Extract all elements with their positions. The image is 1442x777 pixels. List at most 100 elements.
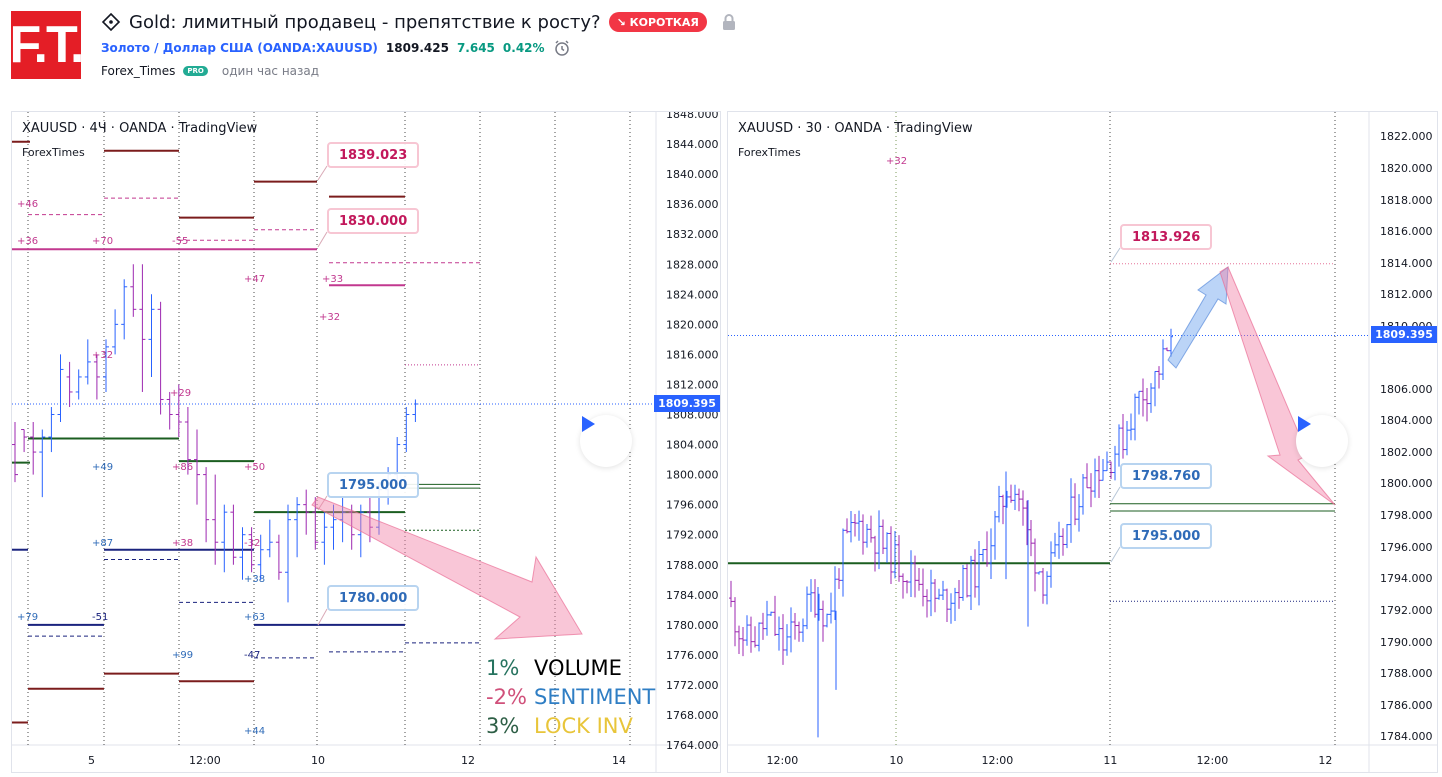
y-tick-label: 1812.000 — [1380, 288, 1433, 301]
level-annotation-label: +44 — [244, 726, 265, 737]
level-annotation-label: +50 — [244, 462, 265, 473]
play-button-right[interactable] — [1296, 415, 1348, 467]
publish-time: один час назад — [221, 64, 320, 78]
level-annotation-label: +99 — [172, 650, 193, 661]
x-tick-label: 5 — [88, 754, 95, 767]
right-chart-watermark: ForexTimes — [738, 146, 801, 159]
level-annotation-label: +32 — [319, 312, 340, 323]
logo-text: F.T. — [9, 16, 85, 74]
y-tick-label: 1848.000 — [666, 112, 719, 121]
left-chart-panel[interactable]: 1848.000 1844.000 1840.000 1836.000 1832.000… — [11, 111, 721, 773]
right-last-price-label: 1809.395 — [1371, 326, 1437, 343]
y-tick-label: 1794.000 — [1380, 572, 1433, 585]
y-tick-label: 1792.000 — [666, 529, 719, 542]
callout-1839: 1839.023 — [327, 142, 420, 168]
y-tick-label: 1802.000 — [1380, 446, 1433, 459]
y-tick-label: 1840.000 — [666, 168, 719, 181]
y-tick-label: 1800.000 — [1380, 477, 1433, 490]
right-chart-canvas[interactable]: 1822.000 1820.000 1818.000 1816.000 1814.000… — [728, 112, 1438, 773]
level-annotation-label: +46 — [17, 199, 38, 210]
forex-times-logo[interactable]: F.T. — [9, 11, 85, 79]
pro-badge: PRO — [183, 66, 208, 76]
y-tick-label: 1806.000 — [1380, 383, 1433, 396]
callout-1795-right: 1795.000 — [1120, 523, 1213, 549]
stat-sentiment-value: -2% — [486, 685, 527, 709]
y-tick-label: 1822.000 — [1380, 130, 1433, 143]
left-chart-canvas[interactable]: 1848.000 1844.000 1840.000 1836.000 1832.000… — [12, 112, 721, 773]
idea-title: Gold: лимитный продавец - препятствие к … — [129, 11, 601, 33]
y-tick-label: 1792.000 — [1380, 604, 1433, 617]
symbol-change: 7.645 — [456, 41, 495, 55]
level-annotation-label: +33 — [322, 274, 343, 285]
y-tick-label: 1820.000 — [666, 318, 719, 331]
blue-up-arrow — [1167, 265, 1229, 369]
callout-pointer — [1110, 486, 1121, 503]
y-tick-label: 1814.000 — [1380, 257, 1433, 270]
y-tick-label: 1798.000 — [1380, 509, 1433, 522]
level-annotation-label: +86 — [172, 462, 193, 473]
pink-down-arrow — [1219, 266, 1336, 506]
callout-1798: 1798.760 — [1120, 463, 1213, 489]
level-annotation-label: +87 — [92, 538, 113, 549]
stat-row-volume: 1% VOLUME — [486, 654, 655, 683]
play-button-left[interactable] — [580, 415, 632, 467]
y-tick-label: 1786.000 — [1380, 699, 1433, 712]
y-tick-label: 1844.000 — [666, 138, 719, 151]
x-tick-label: 12:00 — [189, 754, 221, 767]
left-chart-watermark: ForexTimes — [22, 146, 85, 159]
stat-row-lockinv: 3% LOCK INV — [486, 712, 655, 741]
level-annotation-label: -32 — [244, 538, 260, 549]
x-tick-label: 14 — [612, 754, 626, 767]
y-tick-label: 1796.000 — [1380, 541, 1433, 554]
y-tick-label: 1790.000 — [1380, 636, 1433, 649]
level-annotation-label: +36 — [17, 236, 38, 247]
stat-sentiment-label: SENTIMENT — [534, 685, 656, 709]
stat-lockinv-value: 3% — [486, 714, 520, 738]
level-annotation-label: +63 — [244, 612, 265, 623]
stat-volume-label: VOLUME — [534, 656, 622, 680]
y-tick-label: 1764.000 — [666, 739, 719, 752]
y-tick-label: 1788.000 — [666, 559, 719, 572]
level-annotation-label: +32 — [886, 156, 907, 167]
diamond-target-icon — [101, 12, 121, 32]
y-tick-label: 1784.000 — [1380, 730, 1433, 743]
y-tick-label: 1816.000 — [666, 348, 719, 361]
y-tick-label: 1784.000 — [666, 589, 719, 602]
x-tick-label: 11 — [1103, 754, 1117, 767]
callout-pointer — [1110, 546, 1121, 563]
y-tick-label: 1832.000 — [666, 228, 719, 241]
callout-pointer — [317, 231, 328, 248]
x-tick-label: 12 — [461, 754, 475, 767]
callout-1830: 1830.000 — [327, 208, 420, 234]
short-badge[interactable]: ↘ КОРОТКАЯ — [608, 12, 707, 32]
play-icon — [1298, 416, 1311, 432]
symbol-price: 1809.425 — [385, 41, 449, 55]
y-tick-label: 1804.000 — [666, 439, 719, 452]
callout-pointer — [317, 608, 328, 626]
level-annotation-label: +38 — [172, 538, 193, 549]
y-tick-label: 1818.000 — [1380, 194, 1433, 207]
left-last-price-label: 1809.395 — [654, 395, 720, 412]
level-annotation-label: +79 — [17, 612, 38, 623]
callout-1795: 1795.000 — [327, 472, 420, 498]
x-tick-label: 12:00 — [767, 754, 799, 767]
lock-icon — [722, 14, 735, 30]
callout-pointer — [1110, 247, 1121, 263]
alarm-clock-icon[interactable] — [553, 39, 571, 57]
callout-1780: 1780.000 — [327, 585, 420, 611]
left-chart-legend: XAUUSD · 4Ч · OANDA · TradingView — [22, 121, 258, 136]
callout-pointer — [317, 495, 328, 511]
callout-1813: 1813.926 — [1120, 224, 1213, 250]
author-name[interactable]: Forex_Times — [101, 64, 176, 78]
symbol-link[interactable]: Золото / Доллар США (OANDA:XAUUSD) — [101, 41, 378, 55]
y-tick-label: 1828.000 — [666, 258, 719, 271]
x-tick-label: 12:00 — [982, 754, 1014, 767]
x-tick-label: 10 — [889, 754, 903, 767]
callout-pointer — [317, 165, 328, 181]
right-chart-panel[interactable]: 1822.000 1820.000 1818.000 1816.000 1814.000… — [727, 111, 1438, 773]
symbol-change-pct: 0.42% — [502, 41, 545, 55]
x-tick-label: 12:00 — [1197, 754, 1229, 767]
stats-block: 1% VOLUME -2% SENTIMENT 3% LOCK INV — [486, 654, 655, 741]
y-tick-label: 1824.000 — [666, 288, 719, 301]
y-tick-label: 1776.000 — [666, 649, 719, 662]
